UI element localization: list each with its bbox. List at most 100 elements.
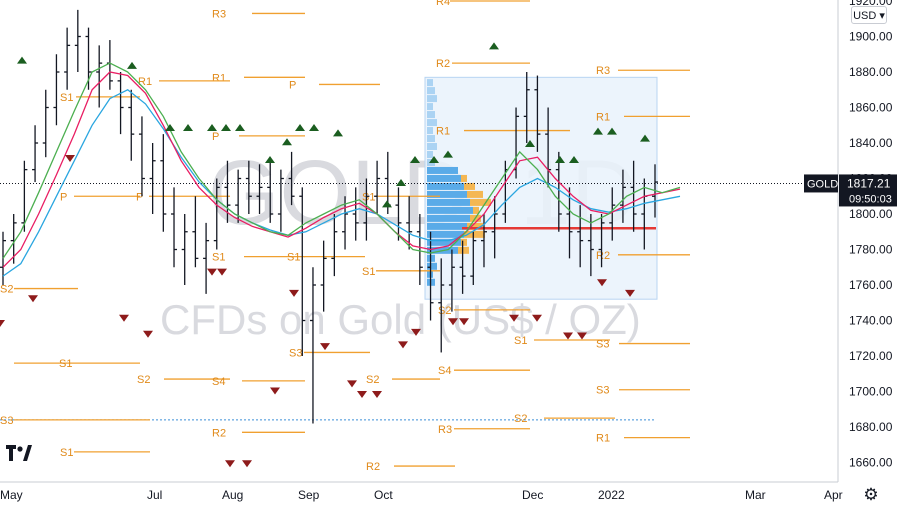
fractal-up-icon bbox=[396, 179, 406, 187]
volume-profile-bar bbox=[461, 174, 467, 182]
volume-profile-bar bbox=[427, 87, 435, 95]
fractal-down-icon bbox=[411, 328, 421, 336]
pivot-label: R1 bbox=[138, 76, 152, 88]
fractal-up-icon bbox=[555, 155, 565, 163]
y-tick-label: 1680.00 bbox=[849, 420, 893, 434]
countdown-label: 09:50:03 bbox=[849, 193, 892, 205]
pivot-label: R2 bbox=[366, 461, 380, 473]
fractal-down-icon bbox=[217, 268, 227, 276]
fractal-down-icon bbox=[459, 318, 469, 326]
tradingview-logo-icon[interactable] bbox=[4, 440, 34, 466]
volume-profile-bar bbox=[470, 198, 491, 206]
pivot-label: S1 bbox=[362, 191, 375, 203]
volume-profile-bar bbox=[427, 103, 433, 111]
fractal-down-icon bbox=[320, 343, 330, 351]
fractal-up-icon bbox=[235, 124, 245, 132]
fractal-down-icon bbox=[242, 460, 252, 468]
fractal-down-icon bbox=[0, 320, 5, 328]
pivot-label: S2 bbox=[366, 374, 379, 386]
x-tick-label: Jul bbox=[147, 488, 162, 502]
x-tick-label: May bbox=[0, 488, 23, 502]
pivot-label: S1 bbox=[287, 252, 300, 264]
volume-profile-bar bbox=[427, 95, 437, 103]
volume-profile-bar bbox=[427, 238, 461, 246]
fractal-down-icon bbox=[563, 332, 573, 340]
volume-profile-bar bbox=[427, 111, 435, 119]
volume-profile-bar bbox=[427, 222, 467, 230]
fractal-up-icon bbox=[207, 124, 217, 132]
fractal-down-icon bbox=[28, 295, 38, 303]
y-tick-label: 1660.00 bbox=[849, 456, 893, 470]
volume-profile-bar bbox=[427, 166, 458, 174]
fractal-up-icon bbox=[265, 155, 275, 163]
volume-profile-bar bbox=[427, 119, 437, 127]
volume-profile-bar bbox=[458, 246, 469, 254]
pivot-label: S4 bbox=[438, 365, 451, 377]
volume-profile-bar bbox=[427, 206, 473, 214]
volume-profile-bar bbox=[467, 190, 483, 198]
currency-label: USD ▾ bbox=[853, 9, 885, 22]
x-tick-label: Dec bbox=[522, 488, 543, 502]
fractal-up-icon bbox=[410, 155, 420, 163]
ticker-symbol-box bbox=[804, 174, 838, 193]
pivot-label: P bbox=[60, 191, 67, 203]
pivot-label: S3 bbox=[0, 415, 13, 427]
fractal-down-icon bbox=[119, 314, 129, 322]
x-tick-label: Sep bbox=[298, 488, 320, 502]
fractal-up-icon bbox=[165, 124, 175, 132]
pivot-label: P bbox=[136, 191, 143, 203]
pivot-label: R3 bbox=[212, 8, 226, 20]
fractal-down-icon bbox=[347, 380, 357, 388]
pivot-label: R2 bbox=[596, 250, 610, 262]
fractal-up-icon bbox=[525, 140, 535, 147]
fractal-up-icon bbox=[443, 150, 453, 158]
fractal-down-icon bbox=[372, 391, 382, 399]
x-tick-label: 2022 bbox=[598, 488, 625, 502]
y-tick-label: 1880.00 bbox=[849, 65, 893, 79]
pivot-label: S2 bbox=[0, 284, 13, 296]
y-tick-label: 1720.00 bbox=[849, 349, 893, 363]
pivot-label: R3 bbox=[596, 65, 610, 77]
fractal-up-icon bbox=[17, 56, 27, 64]
currency-select[interactable]: USD ▾ bbox=[851, 6, 887, 24]
pivot-label: S3 bbox=[596, 339, 609, 351]
fractal-down-icon bbox=[289, 289, 299, 297]
fractal-up-icon bbox=[183, 124, 193, 132]
pivot-label: R1 bbox=[212, 72, 226, 84]
ticker-symbol: GOLD bbox=[807, 178, 838, 190]
x-tick-label: Mar bbox=[745, 488, 766, 502]
fractal-up-icon bbox=[282, 138, 292, 146]
pivot-label: R1 bbox=[436, 126, 450, 138]
pivot-label: S2 bbox=[137, 374, 150, 386]
pivot-label: R2 bbox=[212, 427, 226, 439]
volume-profile-border bbox=[424, 76, 658, 300]
fractal-up-icon bbox=[127, 61, 137, 69]
fractal-down-icon bbox=[625, 289, 635, 297]
pivot-label: S1 bbox=[514, 335, 527, 347]
volume-profile-bar bbox=[427, 182, 464, 190]
y-tick-label: 1860.00 bbox=[849, 101, 893, 115]
pivot-label: S3 bbox=[596, 385, 609, 397]
x-tick-label: Apr bbox=[824, 488, 843, 502]
fractal-up-icon bbox=[489, 42, 499, 50]
fractal-up-icon bbox=[640, 134, 650, 142]
fractal-down-icon bbox=[143, 330, 153, 338]
volume-profile-bar bbox=[427, 79, 433, 87]
fractal-up-icon bbox=[569, 155, 579, 163]
fractal-up-icon bbox=[221, 124, 231, 132]
pivot-label: R4 bbox=[436, 0, 450, 8]
y-tick-label: 1700.00 bbox=[849, 385, 893, 399]
y-tick-label: 1840.00 bbox=[849, 136, 893, 150]
fractal-down-icon bbox=[597, 279, 607, 287]
gear-icon[interactable]: ⚙ bbox=[863, 485, 879, 504]
pivot-label: S1 bbox=[212, 252, 225, 264]
volume-profile-bar bbox=[464, 230, 485, 238]
fractal-up-icon bbox=[309, 124, 319, 132]
fractal-up-icon bbox=[607, 127, 617, 135]
volume-profile-bar bbox=[427, 230, 464, 238]
pivot-label: S1 bbox=[59, 358, 72, 370]
volume-profile-bar bbox=[427, 190, 467, 198]
fractal-down-icon bbox=[532, 314, 542, 322]
volume-profile-bar bbox=[427, 150, 433, 158]
